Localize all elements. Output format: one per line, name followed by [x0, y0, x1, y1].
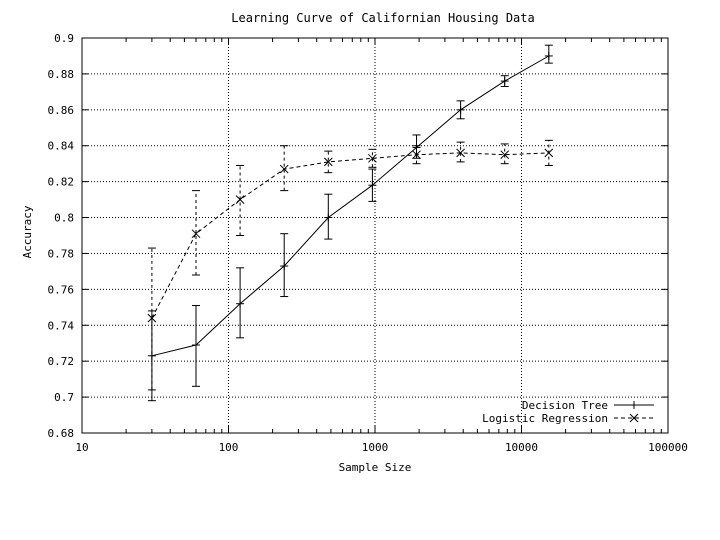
data-point-marker: [456, 148, 465, 158]
legend-label: Decision Tree: [522, 399, 608, 412]
data-point-marker: [279, 164, 289, 174]
y-tick-label: 0.74: [48, 319, 75, 332]
chart-title: Learning Curve of Californian Housing Da…: [231, 11, 534, 25]
data-point-marker: [323, 157, 333, 167]
series-layer: [147, 44, 554, 402]
x-tick-label: 100000: [648, 441, 688, 454]
y-tick-label: 0.68: [48, 427, 75, 440]
data-point-marker: [147, 313, 157, 323]
x-tick-label: 1000: [362, 441, 389, 454]
data-point-marker: [629, 413, 639, 423]
error-bar: [191, 190, 200, 276]
data-point-marker: [191, 229, 201, 239]
y-tick-label: 0.84: [48, 140, 75, 153]
series-1: [147, 139, 554, 391]
y-tick-label: 0.7: [54, 391, 74, 404]
y-tick-label: 0.8: [54, 212, 74, 225]
x-tick-label: 10: [75, 441, 88, 454]
series-line: [151, 55, 550, 357]
y-tick-label: 0.9: [54, 32, 74, 45]
legend-label: Logistic Regression: [482, 412, 608, 425]
data-point-marker: [544, 148, 554, 158]
plot-frame: [81, 37, 669, 434]
y-axis-label: Accuracy: [21, 205, 34, 258]
error-bar: [280, 145, 289, 192]
error-bar: [236, 164, 245, 236]
series-0: [147, 44, 553, 402]
y-tick-label: 0.86: [48, 104, 75, 117]
data-point-marker: [412, 150, 421, 160]
x-tick-label: 100: [219, 441, 239, 454]
y-tick-label: 0.88: [48, 68, 75, 81]
y-tick-label: 0.78: [48, 247, 75, 260]
error-bar: [147, 247, 156, 391]
error-bar: [500, 143, 509, 165]
data-point-marker: [500, 150, 510, 160]
data-point-marker: [368, 153, 377, 163]
y-tick-label: 0.76: [48, 283, 75, 296]
axis-ticks: 0.68 0.7 0.72 0.74 0.76 0.78 0.8 0.82 0.84 0.86 0.…: [48, 32, 688, 454]
x-tick-label: 10000: [505, 441, 538, 454]
grid: [82, 38, 668, 433]
y-tick-label: 0.82: [48, 176, 75, 189]
y-tick-label: 0.72: [48, 355, 75, 368]
series-line: [151, 152, 549, 319]
x-axis-label: Sample Size: [339, 461, 412, 474]
data-point-marker: [235, 195, 245, 204]
error-bar: [324, 150, 333, 174]
error-bar: [456, 141, 465, 163]
